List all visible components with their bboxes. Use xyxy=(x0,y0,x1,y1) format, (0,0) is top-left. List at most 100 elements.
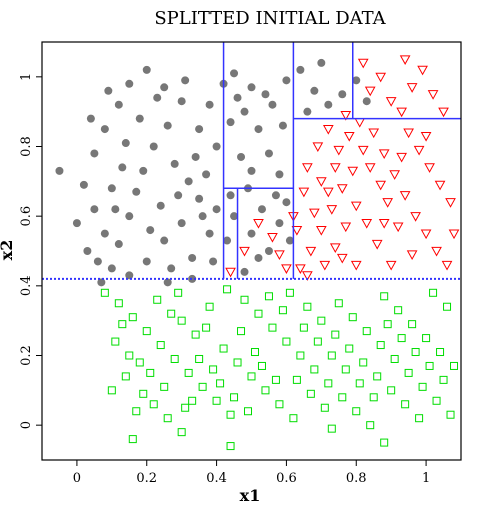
green-point xyxy=(254,309,263,318)
gray-point xyxy=(114,100,123,109)
gray-point xyxy=(226,191,235,200)
green-point xyxy=(111,337,120,346)
green-point xyxy=(352,407,361,416)
red-point xyxy=(413,145,425,156)
gray-point xyxy=(104,86,113,95)
gray-point xyxy=(174,191,183,200)
gray-point xyxy=(100,229,109,238)
red-point xyxy=(378,149,390,159)
red-point xyxy=(347,166,359,177)
green-point xyxy=(184,368,193,377)
gray-point xyxy=(275,170,284,179)
y-tick-label: 0.6 xyxy=(19,206,34,227)
red-point xyxy=(312,142,324,153)
red-point xyxy=(375,72,387,83)
gray-point xyxy=(195,125,204,134)
green-point xyxy=(394,306,403,315)
gray-point xyxy=(79,180,88,189)
gray-point xyxy=(257,205,266,214)
green-point xyxy=(216,379,225,388)
red-point xyxy=(448,229,460,240)
red-point xyxy=(350,201,362,212)
x-tick-label: 0 xyxy=(73,471,81,486)
green-point xyxy=(177,316,186,325)
plot-frame xyxy=(41,41,462,461)
green-point xyxy=(128,435,137,444)
green-point xyxy=(195,354,204,363)
gray-point xyxy=(209,257,218,266)
gray-point xyxy=(261,90,270,99)
green-point xyxy=(230,393,239,402)
green-point xyxy=(387,386,396,395)
green-point xyxy=(380,438,389,447)
gray-point xyxy=(177,219,186,228)
green-point xyxy=(149,400,158,409)
green-point xyxy=(202,323,211,332)
green-point xyxy=(425,361,434,370)
gray-point xyxy=(125,212,134,221)
green-point xyxy=(432,396,441,405)
plot-area xyxy=(42,42,461,451)
gray-point xyxy=(118,163,127,172)
green-point xyxy=(327,351,336,360)
gray-point xyxy=(188,253,197,262)
gray-point xyxy=(205,100,214,109)
green-point xyxy=(331,330,340,339)
red-point xyxy=(431,246,442,257)
red-point xyxy=(309,208,320,219)
green-point xyxy=(348,313,357,322)
gray-point xyxy=(205,229,214,238)
red-point xyxy=(392,222,404,233)
green-point xyxy=(415,414,424,423)
gray-point xyxy=(72,219,81,228)
red-point xyxy=(350,260,362,271)
green-point xyxy=(359,358,368,367)
gray-point xyxy=(195,194,204,203)
gray-point xyxy=(83,247,92,255)
red-point xyxy=(378,219,390,229)
red-point xyxy=(434,180,446,191)
y-tick-label: 0.4 xyxy=(19,275,34,296)
green-point xyxy=(128,313,137,322)
green-point xyxy=(299,323,308,332)
green-point xyxy=(355,379,364,388)
green-point xyxy=(306,389,315,398)
y-tick-label: 1 xyxy=(19,73,34,81)
gray-point xyxy=(93,257,102,266)
green-point xyxy=(296,351,305,360)
gray-point xyxy=(163,278,172,287)
gray-point xyxy=(226,118,235,127)
gray-point xyxy=(188,274,197,283)
green-point xyxy=(422,334,431,343)
gray-point xyxy=(111,205,120,214)
green-point xyxy=(219,344,228,353)
green-point xyxy=(264,292,273,301)
green-point xyxy=(244,407,253,416)
green-point xyxy=(303,302,312,311)
red-point xyxy=(343,131,355,142)
gray-point xyxy=(296,65,305,74)
gray-point xyxy=(156,201,165,210)
x-tick-label: 0.6 xyxy=(276,471,297,486)
green-point xyxy=(390,354,399,363)
gray-point xyxy=(230,212,239,221)
green-point xyxy=(338,393,347,402)
gray-point xyxy=(125,271,134,280)
red-point xyxy=(329,243,341,254)
red-point xyxy=(385,260,397,271)
red-point xyxy=(340,111,352,121)
red-point xyxy=(305,246,317,257)
green-point xyxy=(341,365,350,374)
red-point xyxy=(225,267,236,278)
gray-point xyxy=(271,191,280,200)
gray-point xyxy=(107,264,116,273)
green-point xyxy=(205,302,214,311)
gray-point xyxy=(146,226,155,235)
green-point xyxy=(250,348,259,357)
gray-point xyxy=(100,125,109,134)
red-point xyxy=(295,264,306,274)
green-point xyxy=(142,327,151,336)
gray-point xyxy=(275,219,284,228)
red-point xyxy=(424,163,435,173)
